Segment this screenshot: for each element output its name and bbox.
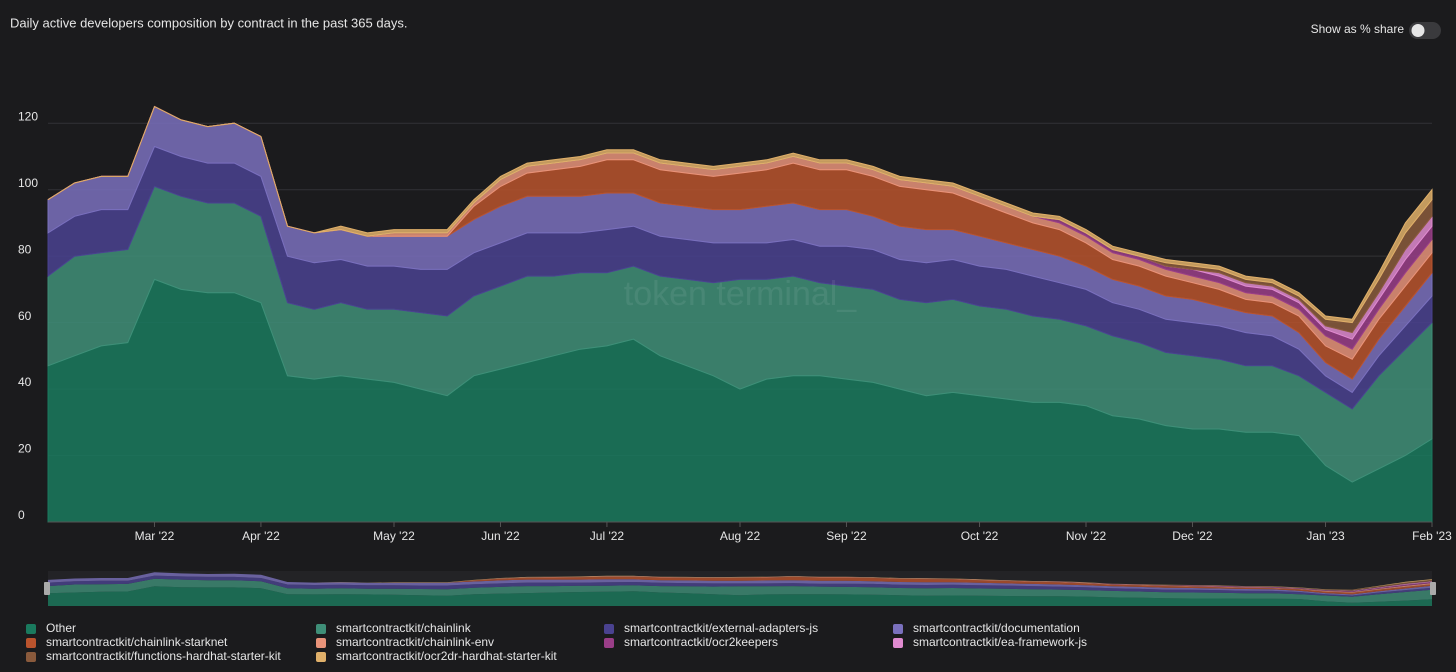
legend-swatch[interactable] <box>316 624 326 634</box>
x-tick-label: Jan '23 <box>1306 529 1345 543</box>
legend-swatch[interactable] <box>26 652 36 662</box>
legend-swatch[interactable] <box>316 652 326 662</box>
y-tick-label: 0 <box>18 508 25 522</box>
navigator-series <box>48 572 1432 606</box>
x-tick-label: Jun '22 <box>481 529 520 543</box>
legend-swatch[interactable] <box>26 624 36 634</box>
legend-swatch[interactable] <box>316 638 326 648</box>
x-tick-label: Jul '22 <box>590 529 625 543</box>
toggle-label: Show as % share <box>1311 22 1405 36</box>
legend-swatch[interactable] <box>893 638 903 648</box>
legend-label[interactable]: smartcontractkit/functions-hardhat-start… <box>46 649 281 663</box>
watermark: token terminal_ <box>624 275 858 313</box>
navigator-handle[interactable] <box>44 582 50 595</box>
legend-label[interactable]: smartcontractkit/ea-framework-js <box>913 635 1087 649</box>
x-tick-label: Mar '22 <box>135 529 175 543</box>
legend-label[interactable]: smartcontractkit/ocr2dr-hardhat-starter-… <box>336 649 557 663</box>
legend-swatch[interactable] <box>893 624 903 634</box>
x-tick-label: Apr '22 <box>242 529 280 543</box>
toggle[interactable] <box>1409 22 1441 39</box>
navigator-area <box>48 572 1432 596</box>
legend-label[interactable]: smartcontractkit/documentation <box>913 621 1080 635</box>
legend-swatch[interactable] <box>26 638 36 648</box>
legend-label[interactable]: smartcontractkit/chainlink-env <box>336 635 494 649</box>
plot <box>47 105 1433 527</box>
y-tick-label: 80 <box>18 242 32 256</box>
chart-title: Daily active developers composition by c… <box>10 15 407 30</box>
x-tick-label: Sep '22 <box>826 529 867 543</box>
y-tick-label: 100 <box>18 176 38 190</box>
y-tick-label: 120 <box>18 109 38 123</box>
legend-label[interactable]: smartcontractkit/ocr2keepers <box>624 635 778 649</box>
legend-label[interactable]: Other <box>46 621 76 635</box>
x-tick-label: May '22 <box>373 529 415 543</box>
navigator-area <box>48 578 1432 603</box>
legend-label[interactable]: smartcontractkit/chainlink-starknet <box>46 635 228 649</box>
y-tick-label: 40 <box>18 375 32 389</box>
y-tick-label: 20 <box>18 442 32 456</box>
x-tick-label: Nov '22 <box>1066 529 1107 543</box>
y-tick-label: 60 <box>18 309 32 323</box>
toggle-knob[interactable] <box>1411 24 1425 37</box>
x-tick-label: Oct '22 <box>961 529 999 543</box>
navigator-area <box>48 586 1432 606</box>
legend-swatch[interactable] <box>604 624 614 634</box>
navigator-area <box>48 575 1432 597</box>
legend-label[interactable]: smartcontractkit/chainlink <box>336 621 472 635</box>
navigator-handle[interactable] <box>1430 582 1436 595</box>
x-tick-label: Dec '22 <box>1172 529 1213 543</box>
legend-swatch[interactable] <box>604 638 614 648</box>
x-tick-label: Aug '22 <box>720 529 761 543</box>
area <box>47 105 1433 324</box>
legend-label[interactable]: smartcontractkit/external-adapters-js <box>624 621 818 635</box>
x-tick-label: Feb '23 <box>1412 529 1452 543</box>
